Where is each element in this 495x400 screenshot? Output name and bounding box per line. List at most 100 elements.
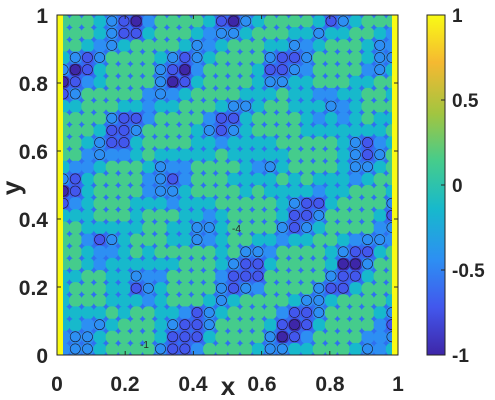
contour-cell <box>312 136 326 150</box>
contour-line <box>155 343 166 355</box>
contour-cell <box>361 233 375 247</box>
contour-cell <box>361 124 375 138</box>
contour-cell <box>69 136 82 150</box>
contour-cell <box>215 27 229 40</box>
contour-cell <box>337 124 350 138</box>
contour-cell <box>288 342 302 355</box>
contour-cell <box>349 124 363 138</box>
contour-cell <box>215 233 229 247</box>
contour-line <box>130 270 142 282</box>
contour-cell <box>69 148 82 162</box>
contour-cell <box>349 136 363 150</box>
contour-cell <box>203 124 216 138</box>
contour-cell <box>300 342 314 355</box>
contour-cell <box>117 294 131 308</box>
contour-cell <box>373 100 387 113</box>
contour-cell <box>361 75 375 89</box>
contour-line <box>362 149 373 161</box>
contour-cell <box>117 112 131 125</box>
contour-cell <box>288 87 302 101</box>
contour-cell <box>166 148 180 162</box>
contour-cell <box>300 27 314 40</box>
contour-cell <box>93 294 107 308</box>
contour-cell <box>239 197 253 210</box>
contour-cell <box>264 160 277 174</box>
contour-line <box>228 15 239 27</box>
contour-cell <box>264 282 277 295</box>
contour-line <box>106 15 118 27</box>
contour-line <box>155 76 166 88</box>
contour-line <box>289 52 300 63</box>
contour-cell <box>93 39 107 53</box>
contour-cell <box>105 75 119 89</box>
contour-cell <box>288 136 302 150</box>
contour-cell <box>239 318 253 332</box>
contour-line <box>228 270 239 282</box>
contour-cell <box>81 87 95 101</box>
contour-cell <box>227 100 241 113</box>
contour-line <box>155 185 166 197</box>
contour-cell <box>288 245 302 259</box>
contour-line <box>69 343 81 355</box>
contour-plot-area: -4 -1 <box>56 14 399 356</box>
contour-cell <box>93 282 107 295</box>
contour-line <box>216 27 227 39</box>
contour-cell <box>264 185 277 198</box>
contour-cell <box>337 233 350 247</box>
contour-cell <box>312 330 326 344</box>
contour-cell <box>142 294 156 308</box>
contour-cell <box>312 75 326 89</box>
contour-cell <box>251 15 265 28</box>
contour-cell <box>264 172 277 186</box>
contour-line <box>216 112 227 124</box>
contour-line <box>374 39 386 51</box>
contour-line <box>240 15 252 27</box>
contour-cell <box>117 318 131 332</box>
contour-cell <box>203 15 216 28</box>
contour-cell <box>300 172 314 186</box>
contour-line <box>374 64 386 76</box>
contour-cell <box>178 306 192 320</box>
contour-cell <box>349 330 363 344</box>
contour-cell <box>178 27 192 40</box>
contour-cell <box>264 100 277 113</box>
contour-cell <box>312 172 326 186</box>
contour-cell <box>105 342 119 355</box>
contour-cell <box>288 282 302 295</box>
contour-cell <box>154 75 168 89</box>
contour-line <box>69 52 81 63</box>
contour-cell <box>300 136 314 150</box>
contour-line <box>94 234 106 246</box>
contour-cell <box>178 185 192 198</box>
contour-cell <box>203 148 216 162</box>
contour-line <box>264 76 276 88</box>
contour-cell <box>178 136 192 150</box>
contour-cell <box>251 282 265 295</box>
contour-line <box>216 294 227 306</box>
contour-cell <box>154 233 168 247</box>
contour-cell <box>215 294 229 308</box>
contour-cell <box>117 306 131 320</box>
contour-cell <box>117 245 131 259</box>
contour-cell <box>117 233 131 247</box>
contour-cell <box>130 63 143 77</box>
contour-cell <box>349 342 363 355</box>
contour-line <box>325 100 337 112</box>
contour-line <box>167 319 179 331</box>
contour-cell <box>69 160 82 174</box>
contour-line <box>130 112 142 124</box>
contour-line <box>191 222 203 233</box>
contour-cell <box>142 245 156 259</box>
contour-cell <box>312 27 326 40</box>
contour-cell <box>142 270 156 283</box>
contour-cell <box>215 197 229 210</box>
contour-cell <box>81 15 95 28</box>
contour-cell <box>203 172 216 186</box>
contour-cell <box>264 233 277 247</box>
contour-line <box>301 307 313 318</box>
contour-cell <box>142 209 156 223</box>
contour-line <box>240 270 252 282</box>
contour-cell <box>166 197 180 210</box>
contour-cell <box>361 270 375 283</box>
contour-cell <box>142 160 156 174</box>
